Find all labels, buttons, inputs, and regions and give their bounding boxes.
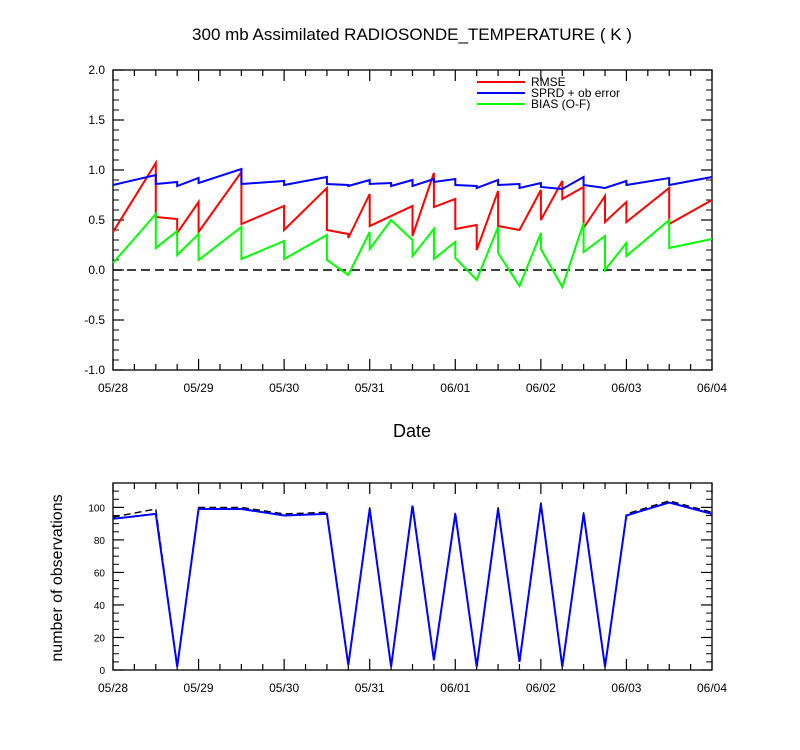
chart-title: 300 mb Assimilated RADIOSONDE_TEMPERATUR… xyxy=(192,25,632,44)
x-tick-label: 05/29 xyxy=(184,381,214,395)
y-tick-label: 0 xyxy=(99,666,105,677)
y-tick-label: 1.0 xyxy=(88,163,105,177)
y-tick-label: 100 xyxy=(88,503,105,514)
x-tick-label: 06/03 xyxy=(611,681,641,695)
bottom-plot-area: 05/28 05/29 05/30 05/31 06/01 06/02 06/03 06/04… xyxy=(88,482,727,695)
x-axis-label: Date xyxy=(393,421,431,441)
y-tick-label: 20 xyxy=(94,633,106,644)
series-line-0 xyxy=(112,500,713,667)
x-tick-label: 05/28 xyxy=(98,381,128,395)
x-tick-label: 06/01 xyxy=(440,381,470,395)
y-tick-label: -1.0 xyxy=(84,363,105,377)
y-tick-label: 60 xyxy=(94,568,106,579)
x-tick-label: 06/01 xyxy=(440,681,470,695)
top-plot-area: 05/28 05/29 05/30 05/31 06/01 06/02 06/03 06/04… xyxy=(84,63,727,395)
y-tick-label: -0.5 xyxy=(84,313,105,327)
series-line-1 xyxy=(112,167,713,191)
y-tick-label: 0.0 xyxy=(88,263,105,277)
y-tick-label: 0.5 xyxy=(88,213,105,227)
x-tick-label: 05/31 xyxy=(355,681,385,695)
legend-entry: RMSE xyxy=(531,75,566,89)
x-tick-label: 06/04 xyxy=(697,381,727,395)
y-tick-label: 40 xyxy=(94,601,106,612)
y-tick-label: 2.0 xyxy=(88,63,105,77)
x-tick-label: 05/28 xyxy=(98,681,128,695)
x-tick-label: 06/02 xyxy=(526,681,556,695)
y-tick-label: 80 xyxy=(94,536,106,547)
y-axis-label-observations: number of observations xyxy=(49,494,66,661)
series-line-2 xyxy=(112,211,713,290)
legend-entry: SPRD + ob error xyxy=(531,86,620,100)
x-tick-label: 06/02 xyxy=(526,381,556,395)
x-tick-label: 05/30 xyxy=(269,681,299,695)
x-tick-label: 06/04 xyxy=(697,681,727,695)
x-tick-label: 06/03 xyxy=(611,381,641,395)
series-line-1 xyxy=(112,501,713,667)
y-tick-label: 1.5 xyxy=(88,113,105,127)
series-line-0 xyxy=(112,159,713,251)
x-tick-label: 05/29 xyxy=(184,681,214,695)
legend-entry: BIAS (O-F) xyxy=(531,97,590,111)
x-tick-label: 05/31 xyxy=(355,381,385,395)
x-tick-label: 05/30 xyxy=(269,381,299,395)
